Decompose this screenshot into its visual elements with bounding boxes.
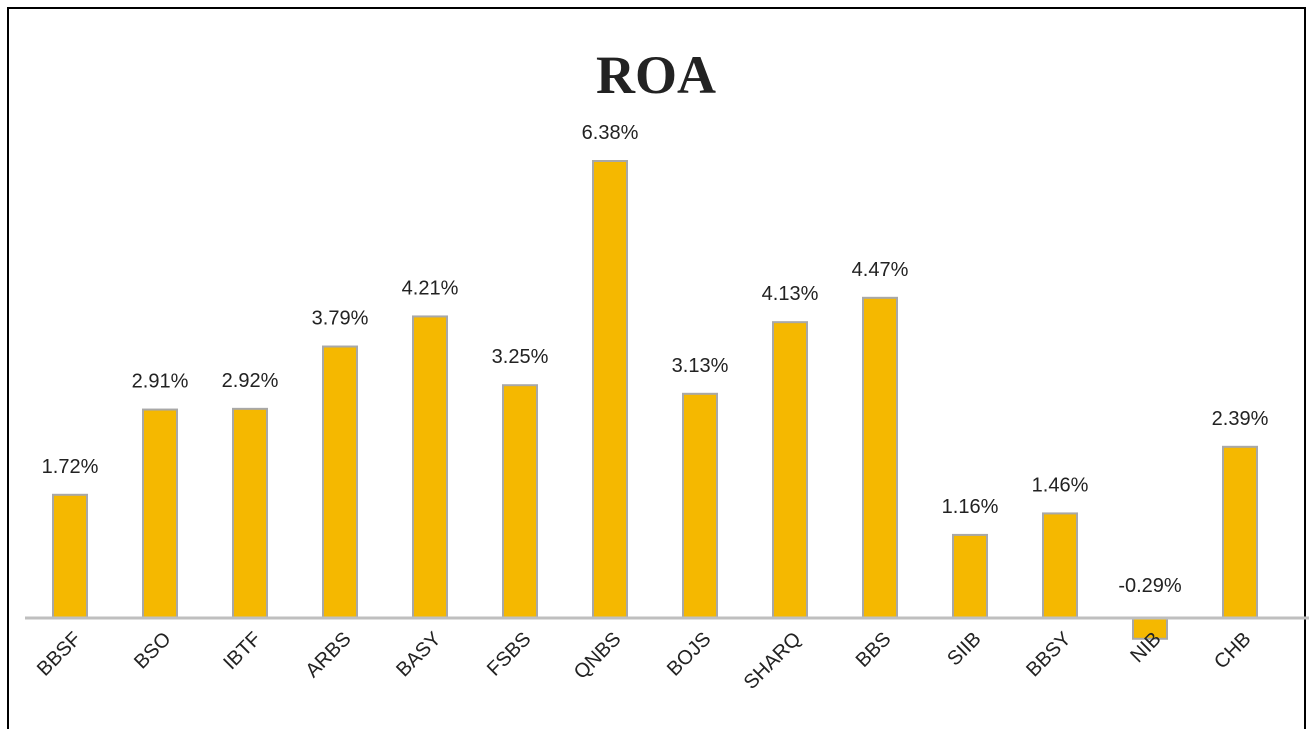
data-label: 1.16% [942, 496, 999, 518]
data-label: 4.13% [762, 283, 819, 305]
bar [592, 160, 628, 619]
data-label: 2.92% [222, 370, 279, 392]
data-label: 3.25% [492, 346, 549, 368]
frame [7, 7, 1306, 729]
bar [142, 408, 178, 619]
bar [232, 407, 268, 619]
data-label: 6.38% [582, 122, 639, 144]
data-label: 3.13% [672, 355, 729, 377]
data-label: 2.91% [132, 371, 189, 393]
bar [1042, 512, 1078, 619]
data-label: 2.39% [1212, 408, 1269, 430]
data-label: 1.72% [42, 456, 99, 478]
data-label: 4.21% [402, 277, 459, 299]
chart-title: ROA [596, 45, 716, 105]
bar [502, 384, 538, 620]
data-label: 4.47% [852, 259, 909, 281]
bar [952, 533, 988, 620]
bar [682, 392, 718, 619]
bar [862, 296, 898, 619]
data-label: 3.79% [312, 308, 369, 330]
bar [52, 493, 88, 619]
data-label: -0.29% [1118, 575, 1182, 597]
bar [772, 321, 808, 619]
bar [412, 315, 448, 619]
bar [322, 345, 358, 619]
bar [1222, 445, 1258, 619]
data-label: 1.46% [1032, 474, 1089, 496]
